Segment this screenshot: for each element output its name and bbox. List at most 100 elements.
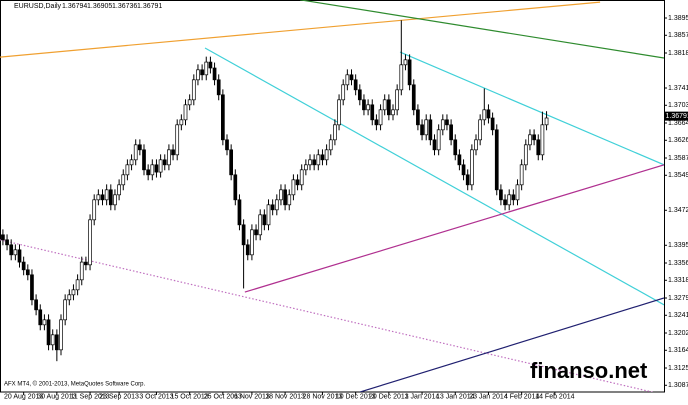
candle-body — [284, 190, 287, 205]
candle-body — [26, 270, 29, 275]
candle-body — [109, 190, 112, 205]
candle-body — [72, 290, 75, 295]
candle-body — [167, 150, 170, 165]
candle-body — [213, 68, 216, 80]
candle-body — [51, 335, 54, 345]
candle-body — [516, 185, 519, 200]
candle-body — [35, 300, 38, 310]
candle-body — [545, 118, 548, 125]
candle-body — [184, 105, 187, 120]
y-tick-label: 1.32790 — [668, 295, 688, 302]
y-tick-label: 1.30870 — [668, 382, 688, 389]
candle-body — [313, 160, 316, 165]
candle-body — [68, 295, 71, 300]
candle-body — [300, 170, 303, 185]
candle-body — [362, 100, 365, 110]
candle-body — [151, 165, 154, 175]
candle-body — [470, 150, 473, 185]
y-tick-label: 1.38570 — [668, 32, 688, 39]
candle-body — [263, 215, 266, 225]
candle-body — [255, 230, 258, 235]
candle-body — [118, 185, 121, 195]
y-tick-label: 1.32410 — [668, 312, 688, 319]
candle-body — [350, 75, 353, 80]
candle-body — [176, 125, 179, 155]
candle-body — [80, 262, 83, 280]
candle-body — [259, 215, 262, 235]
candle-body — [479, 120, 482, 140]
candle-body — [338, 100, 341, 125]
candle-body — [76, 280, 79, 290]
candle-body — [217, 80, 220, 95]
candle-body — [234, 175, 237, 200]
candle-body — [304, 165, 307, 170]
candle-body — [250, 230, 253, 255]
candle-body — [400, 65, 403, 90]
candle-body — [242, 225, 245, 245]
y-tick-label: 1.31250 — [668, 365, 688, 372]
y-tick-label: 1.31640 — [668, 347, 688, 354]
candle-body — [172, 150, 175, 155]
candle-body — [466, 175, 469, 185]
candle-body — [309, 160, 312, 165]
candle-body — [421, 125, 424, 135]
y-tick-label: 1.37030 — [668, 102, 688, 109]
y-tick-label: 1.34720 — [668, 207, 688, 214]
candle-body — [537, 140, 540, 155]
candle-body — [147, 170, 150, 175]
candle-body — [64, 300, 67, 320]
y-tick-label: 1.36640 — [668, 120, 688, 127]
candle-body — [475, 140, 478, 150]
candle-body — [89, 220, 92, 265]
candle-body — [271, 205, 274, 210]
candle-body — [329, 140, 332, 150]
y-tick-label: 1.32020 — [668, 330, 688, 337]
candle-body — [134, 145, 137, 160]
candle-body — [122, 175, 125, 185]
quote-low: 1.36736 — [112, 3, 137, 10]
candle-body — [155, 165, 158, 172]
x-tick-label: 23 Jan 2014 — [469, 393, 508, 400]
candle-body — [209, 62, 212, 68]
candle-body — [354, 80, 357, 90]
candle-body — [512, 195, 515, 200]
y-tick-label: 1.38180 — [668, 50, 688, 57]
candle-body — [416, 110, 419, 125]
candle-body — [30, 275, 33, 300]
candle-body — [433, 140, 436, 150]
candle-body — [462, 165, 465, 175]
candle-body — [441, 120, 444, 130]
candle-body — [113, 195, 116, 205]
candle-body — [454, 140, 457, 155]
candle-body — [188, 100, 191, 105]
candle-body — [508, 195, 511, 205]
candle-body — [524, 145, 527, 165]
quote-open: 1.36794 — [62, 3, 87, 10]
y-tick-label: 1.35490 — [668, 172, 688, 179]
candle-body — [375, 120, 378, 125]
candle-body — [487, 110, 490, 118]
x-tick-label: 18 Nov 2013 — [265, 393, 305, 400]
candle-body — [425, 120, 428, 135]
candle-body — [528, 135, 531, 145]
candle-body — [267, 205, 270, 225]
y-tick-label: 1.33560 — [668, 260, 688, 267]
candle-body — [205, 62, 208, 75]
candle-body — [97, 195, 100, 200]
candle-body — [6, 240, 9, 245]
x-tick-label: 23 Sep 2013 — [99, 393, 139, 400]
candle-body — [39, 310, 42, 325]
candle-body — [43, 320, 46, 325]
y-tick-label: 1.33180 — [668, 277, 688, 284]
quote-close: 1.36791 — [137, 3, 162, 10]
candle-body — [126, 165, 129, 175]
candle-body — [445, 120, 448, 125]
candle-body — [226, 140, 229, 150]
y-tick-label: 1.33950 — [668, 242, 688, 249]
candle-body — [533, 135, 536, 140]
candle-body — [458, 155, 461, 165]
candle-body — [10, 245, 13, 255]
x-tick-label: 1 Jan 2014 — [405, 393, 440, 400]
x-tick-label: 20 Dec 2013 — [369, 393, 409, 400]
